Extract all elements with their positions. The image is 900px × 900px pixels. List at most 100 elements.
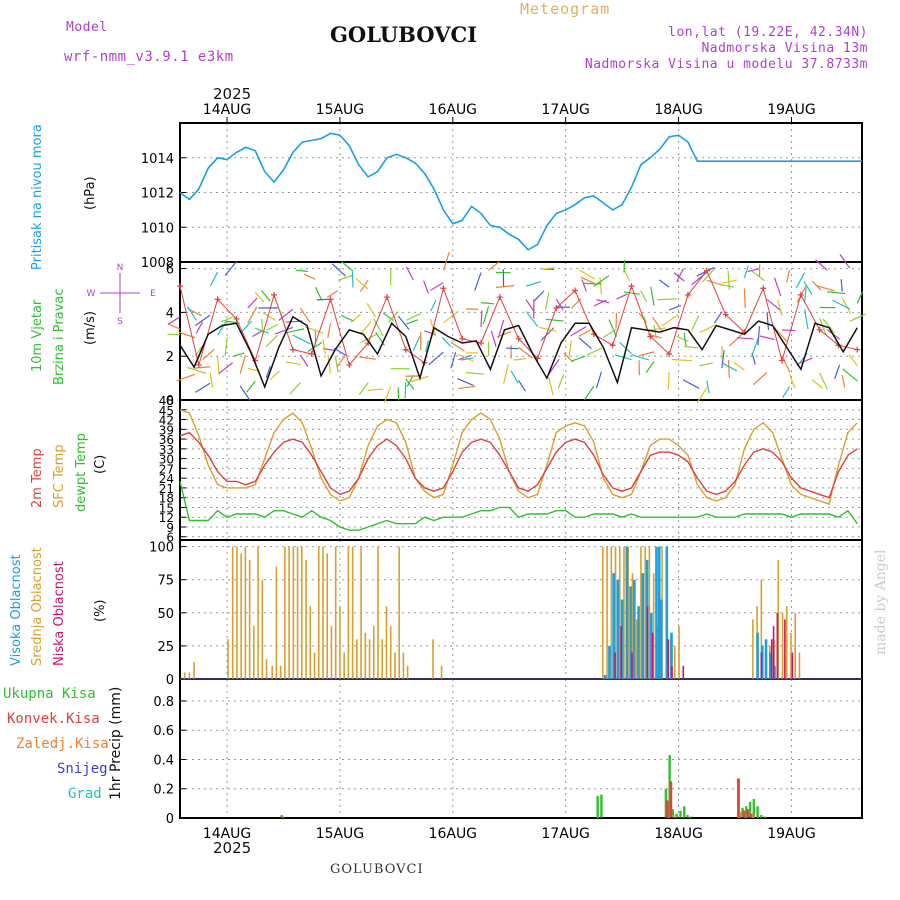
high-cloud-bar <box>655 546 658 679</box>
wind-direction-marker <box>177 283 183 290</box>
wind-arrow <box>581 279 587 292</box>
wind-arrow <box>331 263 346 277</box>
mid-cloud-bar <box>360 546 362 679</box>
wind-arrow <box>548 358 560 375</box>
wind-arrow <box>518 346 533 359</box>
pressure-line <box>179 132 862 251</box>
x-tick-label-bottom: 17AUG <box>541 826 590 842</box>
wind-arrow <box>194 366 211 369</box>
wind-speed-line <box>179 315 858 390</box>
x-tick-label-bottom: 18AUG <box>654 826 703 842</box>
legend-snow: Snijeg <box>57 761 108 777</box>
wind-arrow <box>541 267 556 270</box>
mid-cloud-bar <box>389 626 392 679</box>
mid-cloud-bar <box>602 546 604 679</box>
wind-arrow <box>265 334 279 347</box>
y-tick-label: 0 <box>166 673 174 688</box>
wind-arrow <box>224 261 238 276</box>
wind-arrow <box>839 254 851 269</box>
wind-arrow <box>683 332 687 347</box>
x-tick-label-top: 19AUG <box>767 102 816 118</box>
wind-arrow <box>533 290 545 302</box>
wind-arrow <box>545 292 550 310</box>
total-precip-bar <box>671 809 675 818</box>
wind-arrow <box>217 356 220 375</box>
wind-arrow <box>252 329 264 338</box>
wind-arrow <box>465 372 484 375</box>
y-tick-label: 0.2 <box>153 783 174 798</box>
mid-cloud-bar <box>313 652 316 679</box>
wind-arrow <box>777 299 783 317</box>
wind-arrow <box>261 318 264 334</box>
wind-arrow <box>336 354 347 368</box>
wind-arrow <box>526 281 541 287</box>
mid-cloud-bar <box>351 546 354 679</box>
legend-total-precip: Ukupna Kisa <box>3 686 96 702</box>
mid-cloud-bar <box>627 546 630 679</box>
wind-arrow <box>584 385 595 401</box>
y-tick-label: 0 <box>166 812 174 827</box>
wind-arrow <box>265 365 271 378</box>
wind-arrow <box>525 311 539 328</box>
mid-cloud-bar <box>402 652 405 679</box>
compass-w-label: W <box>87 289 96 299</box>
wind-arrow <box>578 329 591 337</box>
wind-direction-marker <box>816 326 823 333</box>
wind-arrow <box>727 270 730 290</box>
wind-arrow <box>842 368 858 382</box>
mid-cloud-bar <box>347 546 350 679</box>
wind-arrow <box>442 251 450 271</box>
mid-cloud-bar <box>440 665 443 679</box>
wind-arrow <box>340 314 354 322</box>
wind-arrow <box>239 385 251 401</box>
wind-arrow <box>366 303 377 318</box>
wind-arrow <box>657 298 677 301</box>
model-name: wrf-nmm_v3.9.1 e3km <box>64 49 234 65</box>
wind-arrow <box>220 316 233 323</box>
wind-arrow <box>262 311 277 321</box>
wind-arrow <box>747 268 760 273</box>
wind-direction-marker <box>308 351 315 357</box>
wind-arrow <box>405 319 418 325</box>
wind-arrow <box>239 355 246 374</box>
wind-arrow <box>596 299 610 304</box>
mid-cloud-bar <box>648 546 651 679</box>
panel-frame <box>179 539 863 680</box>
conv-precip-bar <box>746 809 749 818</box>
wind-arrow <box>570 325 587 337</box>
wind-arrow <box>506 347 519 350</box>
wind-direction-marker <box>496 294 503 301</box>
wind-arrow <box>676 268 684 283</box>
low-cloud-bar <box>682 665 685 679</box>
wind-arrow <box>480 310 483 328</box>
mid-cloud-bar <box>394 652 396 679</box>
low-cloud-bar <box>667 639 670 679</box>
wind-direction-marker <box>214 296 221 303</box>
wind-arrow <box>557 374 565 389</box>
wind-arrow <box>224 337 228 356</box>
y-tick-label: 30 <box>159 453 174 467</box>
wind-arrow <box>441 337 452 348</box>
compass-n-label: N <box>117 263 124 273</box>
y-tick-label: 1012 <box>141 187 174 202</box>
wind-arrow <box>849 313 867 322</box>
high-cloud-bar <box>625 546 629 679</box>
mid-cloud-bar <box>305 559 307 679</box>
y-tick-label: 15 <box>159 501 174 515</box>
total-precip-bar <box>664 788 668 818</box>
conv-precip-bar <box>281 816 285 818</box>
wind-arrow <box>856 291 864 304</box>
high-cloud-bar <box>760 645 764 679</box>
wind-arrow <box>796 284 808 303</box>
wind-arrow <box>803 280 813 296</box>
wind-arrow <box>423 280 429 294</box>
high-cloud-bar <box>641 573 645 679</box>
total-precip-bar <box>686 815 689 818</box>
wind-arrow <box>187 306 198 321</box>
wind-arrow <box>586 347 603 356</box>
product-title: Meteogram <box>520 0 611 18</box>
wind-arrow <box>195 321 204 334</box>
wind-arrow <box>578 337 592 350</box>
mid-cloud-bar <box>635 619 638 679</box>
